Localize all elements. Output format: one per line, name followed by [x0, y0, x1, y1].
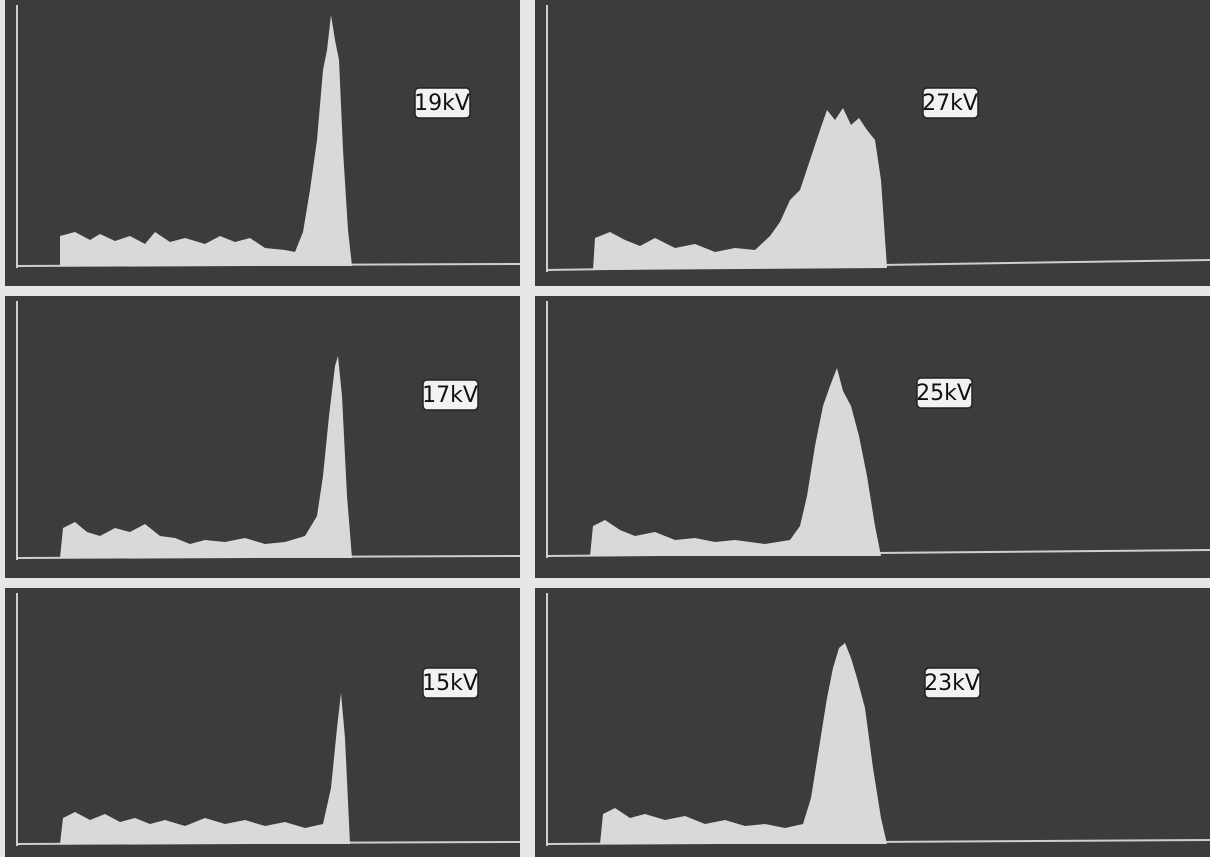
- spectrum-panel: 15kV: [5, 588, 520, 857]
- voltage-label: 17kV: [422, 383, 478, 408]
- voltage-label: 25kV: [916, 381, 972, 406]
- voltage-label: 19kV: [414, 91, 470, 116]
- figure: 19kV 27kV 17kV 25kV 15kV: [0, 0, 1210, 857]
- voltage-label: 27kV: [922, 91, 978, 116]
- spectrum-panel: 23kV: [535, 588, 1210, 857]
- spectrum-panel: 27kV: [535, 0, 1210, 286]
- spectra-grid: 19kV 27kV 17kV 25kV 15kV: [0, 0, 1210, 857]
- voltage-label: 23kV: [924, 671, 980, 696]
- voltage-label: 15kV: [422, 671, 478, 696]
- spectrum-panel: 19kV: [5, 0, 520, 286]
- spectrum-panel: 17kV: [5, 296, 520, 578]
- spectrum-panel: 25kV: [535, 296, 1210, 578]
